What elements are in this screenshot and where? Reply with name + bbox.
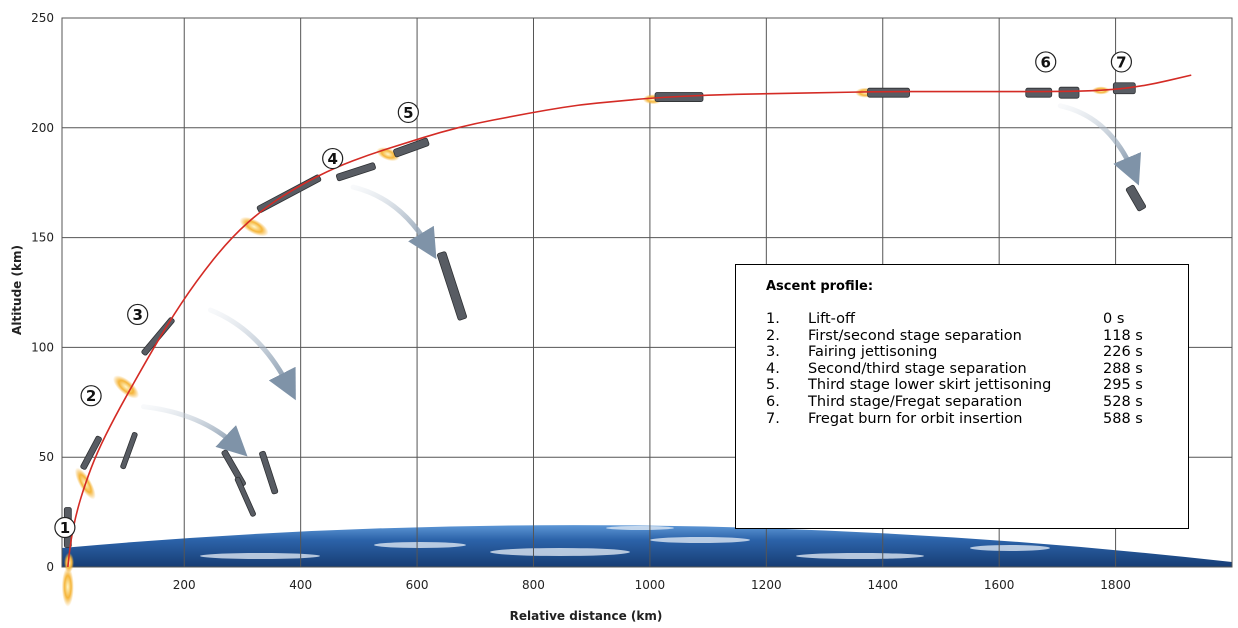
legend-row: 1. Lift-off 0 s <box>766 311 1188 328</box>
x-tick-label: 1600 <box>984 578 1015 592</box>
event-marker-label: 3 <box>132 306 142 324</box>
rocket-stage <box>393 137 430 158</box>
rocket-stage <box>1025 87 1053 98</box>
drift-arrow <box>350 184 437 260</box>
legend-title: Ascent profile: <box>766 279 874 294</box>
legend-event-number: 5. <box>766 377 780 394</box>
x-tick-label: 400 <box>289 578 312 592</box>
legend-event-number: 6. <box>766 393 780 410</box>
rocket-stage <box>221 449 246 487</box>
legend-event-number: 2. <box>766 327 780 344</box>
y-tick-label: 50 <box>39 450 54 464</box>
legend-event-number: 1. <box>766 311 780 327</box>
rocket-stage <box>234 476 256 517</box>
legend-event-time: 588 s <box>1103 410 1143 427</box>
legend-row: 3. Fairing jettisoning 226 s <box>766 344 1188 361</box>
event-marker-circle <box>397 101 419 124</box>
legend-row: 2. First/second stage separation 118 s <box>766 328 1188 345</box>
legend-event-time: 0 s <box>1103 311 1125 327</box>
y-tick-label: 100 <box>31 340 54 354</box>
x-tick-label: 1800 <box>1100 578 1131 592</box>
event-marker-circle <box>80 385 102 407</box>
event-marker-label: 2 <box>86 387 96 405</box>
y-tick-label: 250 <box>31 11 54 25</box>
rocket-stage <box>1058 86 1080 99</box>
y-tick-label: 0 <box>46 560 54 574</box>
legend-row: 7. Fregat burn for orbit insertion 588 s <box>766 411 1188 428</box>
legend-event-description: Third stage lower skirt jettisoning <box>808 377 1052 394</box>
x-tick-label: 600 <box>406 578 429 592</box>
x-tick-label: 200 <box>173 578 196 592</box>
x-tick-label: 1400 <box>867 578 898 592</box>
engine-flame <box>61 566 74 607</box>
legend-event-number: 4. <box>766 360 780 377</box>
drift-arrow <box>140 404 248 457</box>
event-marker-label: 1 <box>60 519 70 537</box>
event-marker-label: 5 <box>403 104 413 122</box>
event-marker-circle <box>1110 51 1133 73</box>
rocket-stage <box>120 432 138 470</box>
event-marker-circle <box>1035 51 1057 73</box>
legend-event-description: Third stage/Fregat separation <box>808 393 1023 410</box>
ascent-profile-legend: Ascent profile: 1. Lift-off 0 s 2. First/sec… <box>735 264 1189 529</box>
earth-horizon <box>62 525 1232 567</box>
legend-row: 5. Third stage lower skirt jettisoning 295… <box>766 377 1188 394</box>
event-marker-label: 4 <box>327 150 337 168</box>
legend-row: 6. Third stage/Fregat separation 528 s <box>766 394 1188 411</box>
rocket-stage <box>335 162 376 182</box>
legend-event-description: Second/third stage separation <box>808 360 1027 377</box>
legend-event-time: 528 s <box>1103 393 1143 410</box>
legend-event-time: 295 s <box>1103 377 1143 394</box>
x-tick-label: 800 <box>522 578 545 592</box>
drift-arrow <box>207 307 296 401</box>
event-marker-circle <box>54 516 76 539</box>
event-markers: 1 2 3 4 5 6 7 <box>54 51 1133 539</box>
x-tick-label: 1200 <box>751 578 782 592</box>
x-axis-label: Relative distance (km) <box>510 609 663 623</box>
legend-event-number: 3. <box>766 344 780 361</box>
event-marker-label: 6 <box>1041 53 1051 71</box>
legend-event-number: 7. <box>766 410 780 427</box>
legend-event-time: 288 s <box>1103 360 1143 377</box>
event-marker-circle <box>127 303 149 326</box>
stage-illustrations <box>61 82 1147 607</box>
engine-flame <box>112 375 140 399</box>
legend-rows: 1. Lift-off 0 s 2. First/second stage separa… <box>766 311 1188 427</box>
legend-event-description: Fairing jettisoning <box>808 344 938 361</box>
trajectory-line <box>67 74 1192 568</box>
event-marker-label: 7 <box>1116 53 1126 71</box>
axis-ticks: 200 400 600 800 1000 1200 1400 1600 180005010015… <box>31 11 1131 592</box>
rocket-stage <box>867 87 910 98</box>
rocket-stage <box>259 450 279 495</box>
y-tick-label: 200 <box>31 121 54 135</box>
legend-event-description: First/second stage separation <box>808 327 1022 344</box>
legend-event-description: Fregat burn for orbit insertion <box>808 410 1023 427</box>
event-marker-circle <box>322 147 344 170</box>
legend-row: 4. Second/third stage separation 288 s <box>766 361 1188 378</box>
legend-event-description: Lift-off <box>808 311 856 327</box>
legend-event-time: 226 s <box>1103 344 1143 361</box>
rocket-stage <box>141 317 175 356</box>
drift-arrow <box>1057 103 1141 186</box>
rocket-stage <box>437 251 467 321</box>
y-tick-label: 150 <box>31 231 54 245</box>
cloud-patches <box>200 526 1050 559</box>
y-axis-label: Altitude (km) <box>10 245 24 335</box>
engine-flame <box>239 216 269 237</box>
rocket-stage <box>80 435 102 470</box>
legend-event-time: 118 s <box>1103 327 1143 344</box>
rocket-stage <box>1125 184 1147 212</box>
x-tick-label: 1000 <box>635 578 666 592</box>
